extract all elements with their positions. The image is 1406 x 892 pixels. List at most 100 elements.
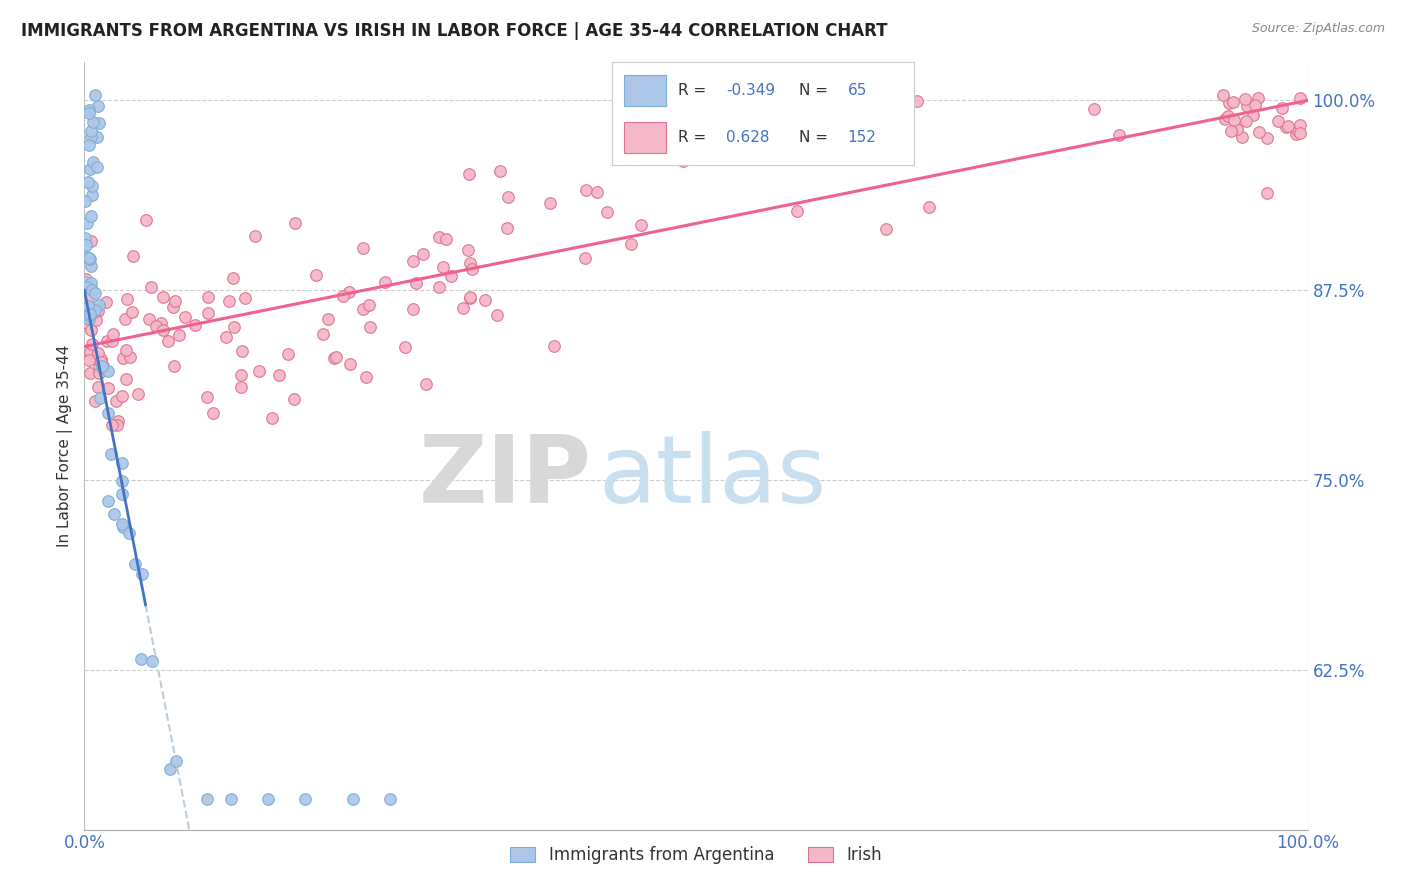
- Point: [84, 313, 107, 327]
- Point: [75, 271, 97, 285]
- Point: [76, 291, 98, 305]
- Point: [105, 393, 128, 408]
- Point: [82, 155, 104, 169]
- Point: [76, 311, 98, 326]
- Point: [451, 301, 474, 315]
- Point: [129, 652, 152, 666]
- Point: [162, 300, 184, 314]
- Point: [80, 234, 103, 248]
- Point: [173, 310, 195, 325]
- Point: [86, 161, 108, 175]
- Point: [87, 346, 110, 360]
- Point: [87, 99, 110, 113]
- Bar: [624, 122, 666, 153]
- Point: [458, 167, 481, 181]
- Point: [402, 254, 425, 268]
- Point: [575, 183, 598, 197]
- Point: [103, 507, 125, 521]
- Point: [111, 517, 134, 532]
- Point: [76, 250, 98, 264]
- Point: [786, 204, 808, 219]
- Point: [84, 303, 107, 318]
- Point: [80, 188, 103, 202]
- Point: [596, 205, 619, 219]
- Y-axis label: In Labor Force | Age 35-44: In Labor Force | Age 35-44: [58, 345, 73, 547]
- Point: [247, 364, 270, 378]
- Point: [87, 379, 110, 393]
- Point: [195, 792, 218, 806]
- Point: [83, 286, 105, 301]
- Point: [538, 195, 561, 210]
- Point: [165, 754, 187, 768]
- Point: [1244, 98, 1267, 112]
- Point: [150, 316, 173, 330]
- Point: [262, 410, 284, 425]
- Point: [152, 323, 174, 337]
- Point: [87, 116, 110, 130]
- Point: [257, 792, 280, 806]
- Point: [120, 350, 142, 364]
- Point: [402, 301, 425, 316]
- Point: [412, 247, 434, 261]
- Point: [145, 319, 167, 334]
- Point: [121, 249, 143, 263]
- Point: [94, 294, 117, 309]
- Point: [496, 190, 519, 204]
- Point: [233, 291, 256, 305]
- Point: [97, 406, 120, 420]
- Point: [101, 417, 124, 432]
- Point: [488, 163, 510, 178]
- Point: [159, 762, 181, 776]
- Point: [585, 185, 607, 199]
- Point: [91, 359, 114, 374]
- Point: [1234, 92, 1257, 106]
- Text: N =: N =: [799, 83, 832, 97]
- Point: [305, 268, 328, 283]
- Text: 152: 152: [848, 130, 876, 145]
- Point: [415, 377, 437, 392]
- Text: 0.628: 0.628: [727, 130, 770, 145]
- Point: [101, 327, 124, 342]
- Point: [380, 792, 402, 806]
- Bar: [624, 75, 666, 105]
- Point: [80, 124, 103, 138]
- Point: [474, 293, 496, 308]
- Point: [138, 312, 160, 326]
- Point: [91, 359, 114, 374]
- Point: [229, 368, 252, 383]
- Point: [90, 351, 112, 366]
- Point: [105, 417, 128, 432]
- Point: [458, 289, 481, 303]
- Point: [141, 654, 163, 668]
- Point: [405, 276, 427, 290]
- Point: [111, 519, 134, 533]
- Point: [139, 280, 162, 294]
- Point: [197, 290, 219, 304]
- Point: [86, 129, 108, 144]
- Point: [339, 285, 361, 300]
- Text: 65: 65: [848, 83, 866, 97]
- Point: [195, 390, 218, 404]
- Point: [1083, 102, 1105, 116]
- Point: [76, 279, 98, 293]
- Text: -0.349: -0.349: [727, 83, 776, 97]
- Point: [76, 299, 98, 313]
- Point: [115, 372, 138, 386]
- Point: [374, 275, 396, 289]
- Point: [100, 447, 122, 461]
- Point: [152, 290, 174, 304]
- Point: [312, 326, 335, 341]
- Point: [1275, 120, 1298, 134]
- Point: [111, 474, 134, 488]
- Point: [1256, 186, 1278, 201]
- Point: [184, 318, 207, 332]
- Point: [543, 339, 565, 353]
- Point: [79, 345, 101, 359]
- Point: [76, 308, 98, 322]
- Point: [359, 320, 381, 334]
- Point: [1267, 113, 1289, 128]
- Point: [1289, 91, 1312, 105]
- Point: [352, 301, 374, 316]
- Point: [169, 328, 191, 343]
- Point: [461, 261, 484, 276]
